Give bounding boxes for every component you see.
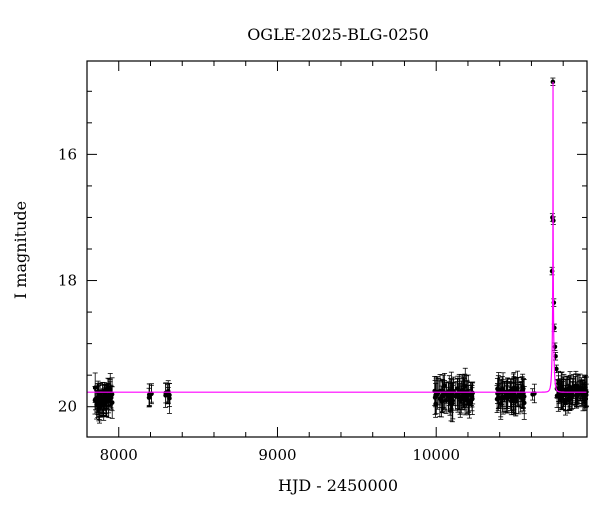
- data-point: [109, 400, 115, 405]
- y-tick-label: 18: [58, 272, 77, 290]
- chart-title: OGLE-2025-BLG-0250: [247, 25, 429, 44]
- data-point: [92, 397, 98, 403]
- x-axis-label: HJD - 2450000: [278, 476, 398, 495]
- data-point: [520, 394, 525, 400]
- data-point: [147, 392, 152, 398]
- data-point: [466, 400, 471, 405]
- y-tick-label: 20: [58, 398, 77, 416]
- x-tick-label: 10000: [412, 446, 460, 464]
- x-tick-label: 9000: [258, 446, 296, 464]
- plot-area: 8000 9000 10000 16 18 20: [58, 61, 589, 464]
- data-point: [500, 394, 505, 399]
- data-point: [583, 392, 589, 398]
- data-point: [102, 392, 108, 398]
- data-point: [97, 391, 103, 397]
- data-point: [495, 395, 501, 400]
- model-curve: [87, 81, 587, 393]
- data-point: [165, 389, 171, 394]
- data-point: [563, 392, 568, 398]
- y-axis-label: I magnitude: [11, 201, 30, 299]
- data-point: [96, 405, 102, 411]
- data-point: [576, 387, 582, 392]
- data-point: [554, 366, 559, 372]
- data-point: [458, 398, 463, 403]
- y-tick-label: 16: [58, 145, 77, 163]
- data-point: [560, 387, 566, 392]
- data-point: [105, 386, 111, 391]
- plot-frame: [86, 60, 588, 438]
- data-point: [509, 398, 514, 404]
- data-point: [511, 391, 516, 397]
- data-point: [504, 396, 510, 401]
- data-point: [550, 79, 556, 85]
- data-point: [575, 392, 580, 397]
- x-tick-label: 8000: [100, 446, 138, 464]
- data-point: [462, 389, 467, 394]
- data-point: [446, 394, 451, 400]
